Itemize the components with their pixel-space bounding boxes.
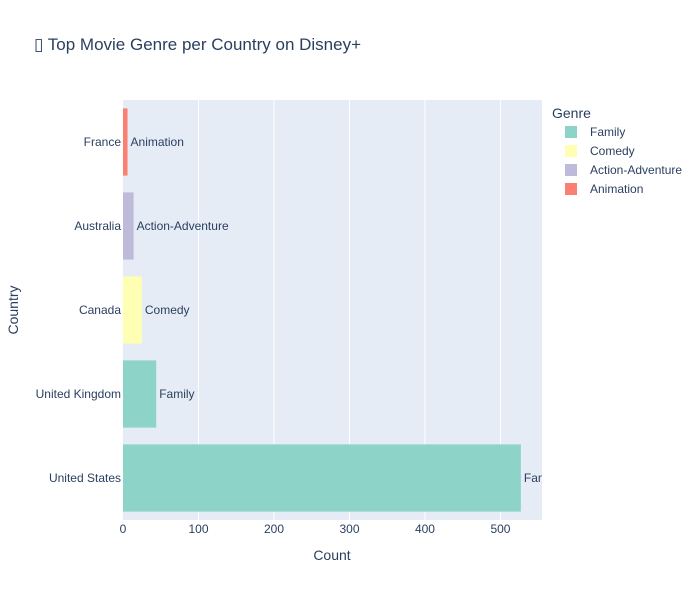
x-tick-label: 0 <box>120 522 127 536</box>
y-ticks-layer: France Australia Canada United Kingdom Unite… <box>36 135 122 485</box>
legend-item-label: Animation <box>590 182 643 196</box>
x-tick-label: 300 <box>339 522 359 536</box>
legend-swatch <box>565 183 577 195</box>
y-axis-title: Country <box>5 285 21 334</box>
legend-title: Genre <box>552 105 591 121</box>
bar-label: Family <box>159 387 194 401</box>
legend-items: Family Comedy Action-Adventure Animation <box>565 125 682 196</box>
bar-label: Family <box>524 471 559 485</box>
legend-swatch <box>565 164 577 176</box>
x-tick-label: 200 <box>264 522 284 536</box>
bar-label: Action-Adventure <box>137 219 229 233</box>
bar-label: Comedy <box>145 303 190 317</box>
x-ticks-layer: 0 100 200 300 400 500 <box>120 522 511 536</box>
x-tick-label: 400 <box>415 522 435 536</box>
bar-labels-layer: Animation Action-Adventure Comedy Family Fam… <box>131 135 559 485</box>
legend: Genre Family Comedy Action-Adventure Animat… <box>552 105 682 196</box>
bar-united-states <box>123 444 521 512</box>
legend-item-label: Action-Adventure <box>590 163 682 177</box>
bar-canada <box>123 276 142 344</box>
legend-swatch <box>565 126 577 138</box>
y-tick-label: Canada <box>79 303 121 317</box>
y-tick-label: United States <box>49 471 121 485</box>
legend-item-label: Comedy <box>590 144 635 158</box>
chart-title: ▯ Top Movie Genre per Country on Disney+ <box>34 35 361 54</box>
x-tick-label: 100 <box>188 522 208 536</box>
y-tick-label: France <box>84 135 122 149</box>
legend-item-label: Family <box>590 125 625 139</box>
bar-united-kingdom <box>123 360 157 428</box>
x-tick-label: 500 <box>490 522 510 536</box>
legend-swatch <box>565 145 577 157</box>
bar-france <box>123 108 128 176</box>
x-axis-title: Count <box>313 547 350 563</box>
y-tick-label: Australia <box>74 219 121 233</box>
bar-australia <box>123 192 134 260</box>
y-tick-label: United Kingdom <box>36 387 121 401</box>
bar-label: Animation <box>131 135 184 149</box>
bars-layer <box>123 108 521 512</box>
